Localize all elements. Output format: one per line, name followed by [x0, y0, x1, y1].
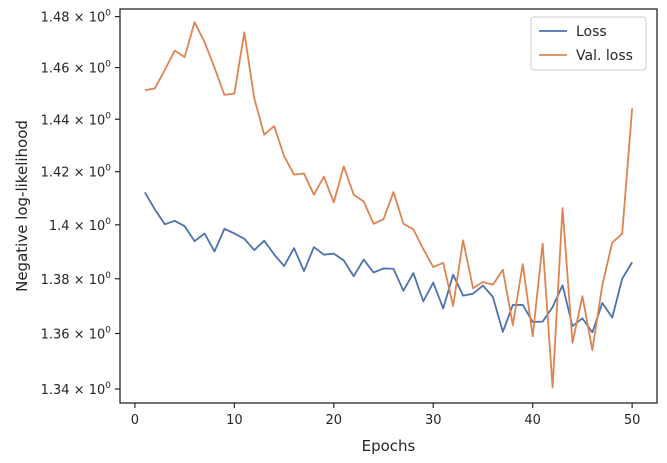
- plot-frame: [119, 8, 658, 404]
- y-tick-label: 1.38 × 100: [41, 271, 112, 288]
- y-tick-label: 1.36 × 100: [41, 325, 112, 342]
- x-tick-label: 10: [226, 413, 243, 428]
- series-line-val-loss: [144, 21, 634, 389]
- x-tick-label: 50: [624, 413, 641, 428]
- x-axis: 0 10 20 30 40 50: [131, 403, 641, 428]
- legend-label-loss: Loss: [576, 24, 607, 40]
- y-axis-label: Negative log-likelihood: [13, 120, 31, 292]
- y-axis: 1.34 × 100 1.36 × 100 1.38 × 100 1.4 × 100 1…: [41, 9, 120, 398]
- x-tick-label: 20: [326, 413, 343, 428]
- x-tick-label: 30: [425, 413, 442, 428]
- y-tick-label: 1.4 × 100: [49, 217, 111, 234]
- x-tick-label: 0: [131, 413, 139, 428]
- y-tick-label: 1.34 × 100: [41, 381, 112, 398]
- series-layer: [144, 21, 634, 389]
- y-tick-label: 1.42 × 100: [41, 164, 112, 181]
- series-line-loss: [144, 191, 633, 334]
- y-tick-label: 1.46 × 100: [41, 60, 112, 77]
- y-tick-label: 1.48 × 100: [41, 9, 112, 26]
- y-tick-label: 1.44 × 100: [41, 111, 112, 128]
- legend: Loss Val. loss: [530, 16, 647, 71]
- x-axis-label: Epochs: [362, 437, 416, 455]
- x-tick-label: 40: [524, 413, 541, 428]
- legend-label-val-loss: Val. loss: [576, 48, 633, 64]
